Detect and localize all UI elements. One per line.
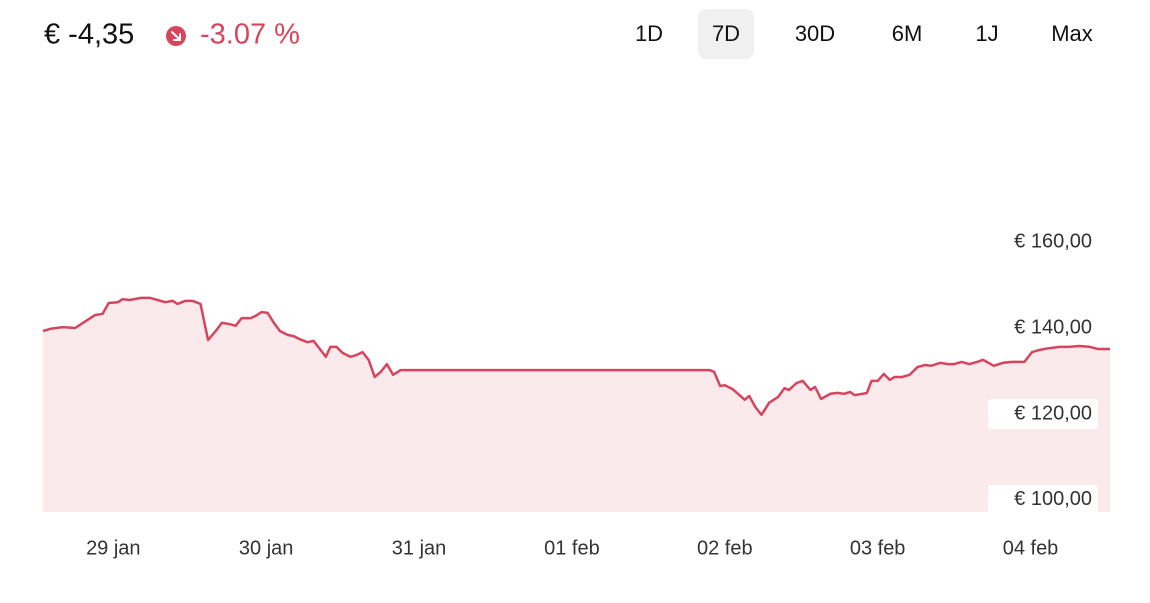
y-tick-label: € 120,00	[1014, 402, 1092, 424]
change-percent: -3.07 %	[200, 19, 300, 51]
plot: € 100,00 € 120,00 € 140,00 € 160,00 29 jan 30…	[42, 226, 1110, 559]
range-button-label: 6M	[892, 21, 923, 46]
y-tick-bg	[988, 484, 1098, 515]
range-button-label: 30D	[795, 21, 835, 46]
y-tick-bg	[988, 398, 1098, 429]
range-button[interactable]: Max	[1051, 21, 1093, 46]
y-tick-label: € 100,00	[1014, 488, 1092, 510]
range-button[interactable]: 6M	[892, 21, 923, 46]
x-tick-label: 31 jan	[392, 537, 447, 559]
y-tick-bg	[988, 226, 1098, 257]
x-tick-label: 02 feb	[697, 537, 753, 559]
range-button[interactable]: 1D	[635, 21, 663, 46]
y-tick-label: € 140,00	[1014, 316, 1092, 338]
price-area	[43, 297, 1110, 512]
y-tick: € 160,00	[988, 226, 1098, 257]
change-amount: € -4,35	[44, 19, 134, 51]
range-button-bg	[698, 9, 754, 59]
range-selector: 1D 7D 30D 6M 1J Max	[635, 9, 1093, 59]
x-tick-label: 01 feb	[544, 537, 600, 559]
range-button[interactable]: 1J	[975, 21, 998, 46]
y-tick-bg	[988, 312, 1098, 343]
range-button[interactable]: 7D	[698, 9, 754, 59]
y-tick: € 120,00	[988, 398, 1098, 429]
range-button-label: 7D	[712, 21, 740, 46]
x-tick-label: 29 jan	[86, 537, 141, 559]
down-icon	[166, 26, 186, 46]
x-tick-label: 04 feb	[1003, 537, 1059, 559]
range-button[interactable]: 30D	[795, 21, 835, 46]
y-tick: € 140,00	[988, 312, 1098, 343]
range-button-label: Max	[1051, 21, 1093, 46]
y-tick-label: € 160,00	[1014, 230, 1092, 252]
x-tick-label: 30 jan	[239, 537, 294, 559]
range-button-label: 1J	[975, 21, 998, 46]
x-tick-label: 03 feb	[850, 537, 906, 559]
y-tick: € 100,00	[988, 484, 1098, 515]
range-button-label: 1D	[635, 21, 663, 46]
price-line	[42, 296, 1110, 417]
